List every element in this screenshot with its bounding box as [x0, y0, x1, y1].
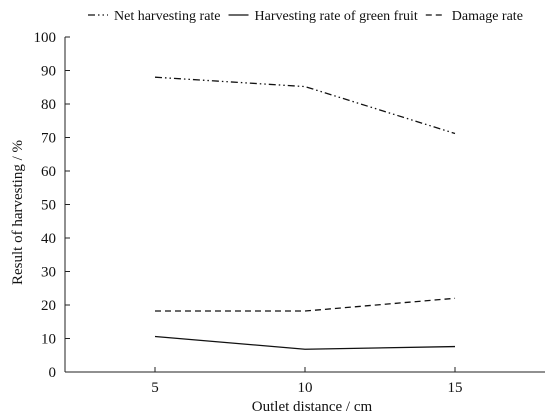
y-tick-label-0: 0: [49, 365, 57, 381]
series-layer: [154, 76, 456, 350]
y-tick-label-10: 10: [41, 332, 56, 348]
y-tick-label-20: 20: [41, 298, 56, 314]
y-tick-label-70: 70: [41, 131, 56, 147]
legend-label-3: Damage rate: [452, 9, 523, 24]
y-tick-label-60: 60: [41, 164, 56, 180]
y-axis-title: Result of harvesting / %: [10, 140, 26, 285]
series-line-1: [154, 76, 456, 135]
y-axis: 0 10 20 30 40 50 60 70 80 90 100: [34, 30, 70, 381]
legend-label-2: Harvesting rate of green fruit: [255, 9, 418, 24]
chart-legend: Net harvesting rate Harvesting rate of gr…: [88, 9, 523, 24]
x-axis-title: Outlet distance / cm: [252, 399, 373, 415]
x-tick-label-15: 15: [448, 380, 463, 396]
y-tick-label-80: 80: [41, 97, 56, 113]
series-line-2: [154, 335, 456, 350]
y-tick-label-90: 90: [41, 64, 56, 80]
x-axis: 5 10 15: [65, 367, 545, 396]
y-tick-label-100: 100: [34, 30, 57, 46]
legend-label-1: Net harvesting rate: [114, 9, 221, 24]
x-tick-label-5: 5: [151, 380, 159, 396]
x-tick-label-10: 10: [298, 380, 313, 396]
y-tick-label-50: 50: [41, 198, 56, 214]
y-tick-label-30: 30: [41, 265, 56, 281]
series-line-3: [155, 297, 456, 312]
y-tick-label-40: 40: [41, 231, 56, 247]
